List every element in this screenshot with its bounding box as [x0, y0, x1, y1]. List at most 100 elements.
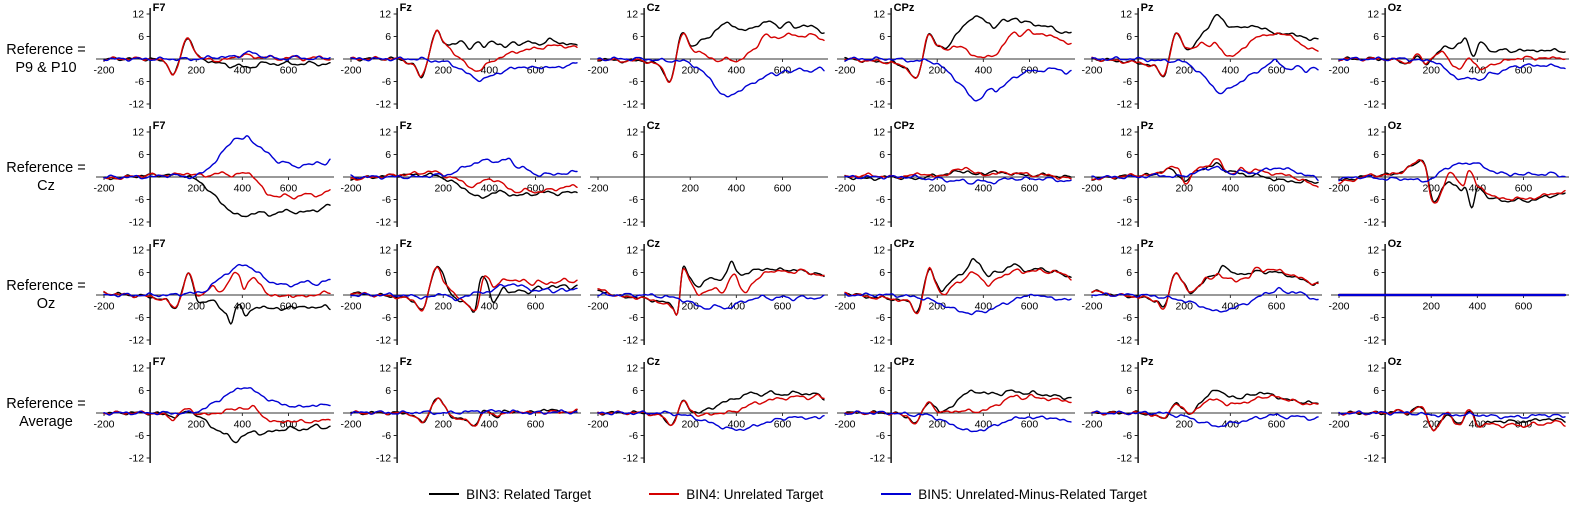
y-tick-label: 12 — [379, 363, 391, 375]
erp-panel-p9-p10-cz: 12 6 -6 -12 -200 200 400 600 Cz — [587, 2, 828, 111]
y-tick-label: 6 — [385, 385, 391, 397]
waveform-bin3 — [103, 410, 331, 444]
x-tick-label: 200 — [928, 419, 946, 431]
x-tick-label: 600 — [1021, 183, 1039, 195]
y-tick-label: -12 — [870, 335, 885, 347]
erp-panel-average-cz: 12 6 -6 -12 -200 200 400 600 Cz — [587, 356, 828, 465]
row-reference-label: Reference = Average — [0, 354, 92, 472]
legend-item-bin4: BIN4: Unrelated Target — [649, 487, 823, 502]
waveform-bin4 — [844, 28, 1072, 79]
x-tick-label: 400 — [1222, 301, 1240, 313]
waveform-bin5 — [844, 174, 1072, 185]
waveform-bin3 — [1091, 162, 1319, 184]
x-tick-label: 600 — [1515, 301, 1533, 313]
y-tick-label: -12 — [1117, 335, 1132, 347]
figure-row: Reference = Average 12 6 -6 -12 -200 200 400 600 F… — [0, 354, 1574, 472]
channel-label: F7 — [153, 120, 166, 132]
channel-label: CPz — [894, 356, 915, 368]
erp-panel-oz-oz: 12 6 -6 -12 -200 200 400 600 Oz — [1328, 238, 1569, 347]
y-tick-label: 6 — [1373, 267, 1379, 279]
row-reference-line1: Reference = — [6, 41, 86, 58]
waveform-bin5 — [844, 56, 1072, 102]
erp-panel-average-cpz: 12 6 -6 -12 -200 200 400 600 CPz — [834, 356, 1075, 465]
y-tick-label: 12 — [1120, 127, 1132, 139]
y-tick-label: 12 — [132, 245, 144, 257]
x-tick-label: 600 — [280, 183, 298, 195]
y-tick-label: -12 — [623, 99, 638, 111]
x-tick-label: 600 — [280, 65, 298, 77]
x-tick-label: 200 — [1422, 183, 1440, 195]
x-tick-label: 400 — [1469, 301, 1487, 313]
waveform-bin3 — [597, 260, 825, 316]
y-tick-label: 6 — [1126, 31, 1132, 43]
y-tick-label: 6 — [138, 385, 144, 397]
y-tick-label: 12 — [873, 363, 885, 375]
waveform-bin3 — [597, 20, 825, 83]
x-tick-label: 200 — [434, 65, 452, 77]
y-tick-label: -6 — [876, 312, 885, 324]
waveform-bin4 — [844, 393, 1072, 425]
channel-label: Fz — [400, 238, 413, 250]
x-tick-label: 600 — [1268, 419, 1286, 431]
y-tick-label: -6 — [629, 76, 638, 88]
waveform-bin5 — [597, 56, 825, 98]
channel-label: Cz — [647, 2, 661, 14]
x-tick-label: -200 — [1328, 419, 1349, 431]
waveform-bin4 — [350, 266, 578, 312]
y-tick-label: -6 — [135, 76, 144, 88]
channel-label: F7 — [153, 238, 166, 250]
waveform-bin5 — [103, 263, 331, 298]
y-tick-label: 12 — [379, 127, 391, 139]
x-tick-label: 600 — [774, 419, 792, 431]
x-tick-label: -200 — [340, 183, 361, 195]
y-tick-label: 12 — [379, 9, 391, 21]
waveform-bin5 — [350, 283, 578, 302]
x-tick-label: 400 — [975, 419, 993, 431]
channel-label: F7 — [153, 2, 166, 14]
y-tick-label: -6 — [382, 194, 391, 206]
x-tick-label: 600 — [1021, 419, 1039, 431]
waveform-bin4 — [350, 29, 578, 78]
y-tick-label: 6 — [138, 267, 144, 279]
channel-label: Pz — [1141, 356, 1154, 368]
waveform-bin5 — [597, 292, 825, 310]
x-tick-label: 600 — [527, 301, 545, 313]
x-tick-label: 400 — [1469, 65, 1487, 77]
y-tick-label: 12 — [873, 245, 885, 257]
waveform-bin4 — [350, 170, 578, 194]
erp-panel-cz-f7: 12 6 -6 -12 -200 200 400 600 F7 — [93, 120, 334, 229]
row-reference-line1: Reference = — [6, 159, 86, 176]
y-tick-label: -6 — [135, 430, 144, 442]
y-tick-label: 12 — [1367, 9, 1379, 21]
y-tick-label: 6 — [879, 385, 885, 397]
channel-label: CPz — [894, 238, 915, 250]
waveform-bin4 — [1338, 50, 1566, 71]
x-tick-label: 200 — [187, 301, 205, 313]
x-tick-label: -200 — [93, 183, 114, 195]
waveform-bin3 — [103, 172, 331, 218]
y-tick-label: 6 — [138, 149, 144, 161]
waveform-bin5 — [844, 292, 1072, 316]
waveform-bin3 — [844, 389, 1072, 424]
channel-label: Fz — [400, 356, 413, 368]
row-reference-line2: Cz — [37, 178, 55, 194]
erp-panel-oz-cpz: 12 6 -6 -12 -200 200 400 600 CPz — [834, 238, 1075, 347]
x-tick-label: 200 — [681, 65, 699, 77]
figure-row: Reference = P9 & P10 12 6 -6 -12 -200 200 400 600… — [0, 0, 1574, 118]
y-tick-label: 6 — [632, 267, 638, 279]
y-tick-label: -12 — [376, 217, 391, 229]
y-tick-label: -6 — [135, 194, 144, 206]
x-tick-label: 200 — [681, 419, 699, 431]
x-tick-label: 400 — [1222, 419, 1240, 431]
erp-panel-oz-fz: 12 6 -6 -12 -200 200 400 600 Fz — [340, 238, 581, 347]
x-tick-label: 200 — [928, 183, 946, 195]
legend-line-swatch — [881, 493, 912, 495]
erp-panel-cz-pz: 12 6 -6 -12 -200 200 400 600 Pz — [1081, 120, 1322, 229]
y-tick-label: -12 — [129, 335, 144, 347]
x-tick-label: 200 — [928, 65, 946, 77]
figure-row: Reference = Oz 12 6 -6 -12 -200 200 400 600 F7 12 6 -… — [0, 236, 1574, 354]
y-tick-label: -12 — [1117, 453, 1132, 465]
